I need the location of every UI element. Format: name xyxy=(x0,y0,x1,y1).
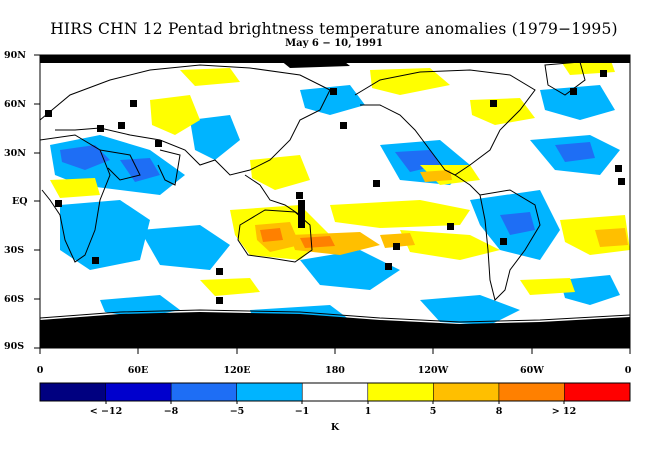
lon-label-60e: 60E xyxy=(127,365,149,376)
colorbar-segment xyxy=(40,383,107,401)
colorbar-segment xyxy=(236,383,303,401)
colorbar xyxy=(39,382,631,402)
colorbar-segment xyxy=(302,383,369,401)
colorbar-segment xyxy=(105,383,172,401)
lon-label-0: 0 xyxy=(36,365,44,376)
colorbar-segment xyxy=(367,383,434,401)
lat-label-30s: 30S xyxy=(4,245,25,256)
colorbar-ticks xyxy=(105,401,565,404)
colorbar-label-7: 8 xyxy=(495,406,503,417)
colorbar-label-1: < −12 xyxy=(89,406,123,417)
lat-label-60s: 60S xyxy=(4,294,25,305)
lon-label-120e: 120E xyxy=(223,365,251,376)
land-mask xyxy=(40,55,630,348)
colorbar-segment xyxy=(564,383,631,401)
lat-label-eq: EQ xyxy=(12,196,28,207)
colorbar-label-4: −1 xyxy=(294,406,310,417)
lat-ticks xyxy=(34,54,40,349)
lat-label-60n: 60N xyxy=(4,99,26,110)
map-subtitle: May 6 − 10, 1991 xyxy=(285,38,383,49)
lon-label-180: 180 xyxy=(325,365,345,376)
lat-label-90s: 90S xyxy=(4,341,25,352)
colorbar-label-5: 1 xyxy=(364,406,372,417)
colorbar-frame xyxy=(39,382,631,402)
colorbar-unit: K xyxy=(330,422,340,433)
colorbar-segment xyxy=(171,383,238,401)
coastlines xyxy=(40,61,630,323)
lon-label-0-east: 0 xyxy=(624,365,632,376)
colorbar-label-3: −5 xyxy=(229,406,245,417)
lat-label-30n: 30N xyxy=(4,148,26,159)
colorbar-label-8: > 12 xyxy=(551,406,577,417)
missing-data-blocks xyxy=(45,70,625,325)
colorbar-label-6: 5 xyxy=(429,406,437,417)
lon-ticks xyxy=(39,348,631,354)
anomaly-field xyxy=(50,58,630,330)
colorbar-label-2: −8 xyxy=(163,406,179,417)
colorbar-segment xyxy=(498,383,565,401)
lon-label-60w: 60W xyxy=(520,365,544,376)
map-title: HIRS CHN 12 Pentad brightness temperatur… xyxy=(50,20,618,38)
colorbar-segment xyxy=(433,383,500,401)
lon-label-120w: 120W xyxy=(417,365,449,376)
lat-label-90n: 90N xyxy=(4,50,26,61)
